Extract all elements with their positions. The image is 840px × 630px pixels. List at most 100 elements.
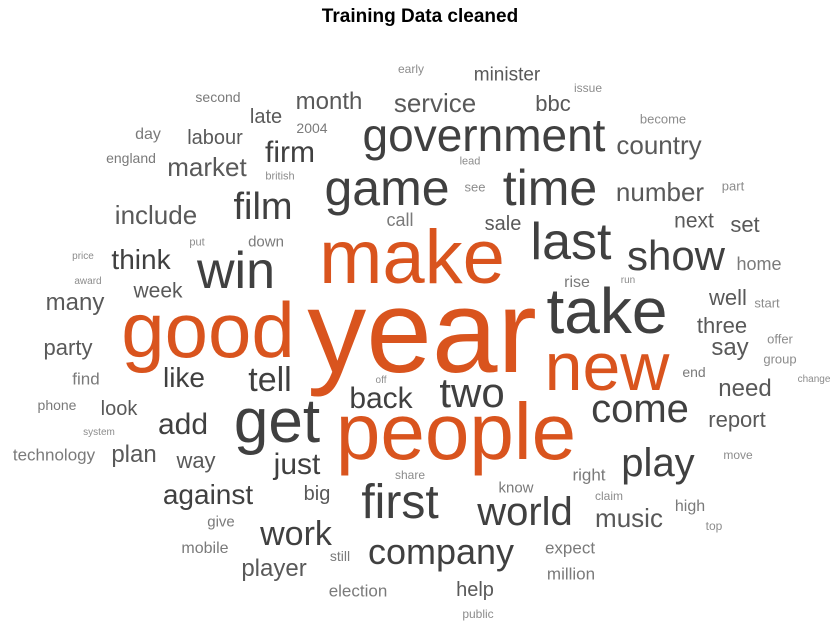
cloud-word: bbc xyxy=(535,91,571,116)
cloud-word: become xyxy=(639,111,687,127)
cloud-word: group xyxy=(763,351,797,367)
cloud-word: price xyxy=(72,251,94,262)
cloud-word: people xyxy=(335,387,577,476)
cloud-word: late xyxy=(249,106,283,128)
cloud-word: call xyxy=(386,210,414,230)
cloud-word: come xyxy=(591,387,689,431)
cloud-word: rise xyxy=(564,274,590,291)
cloud-word: film xyxy=(233,186,293,228)
cloud-word: second xyxy=(195,89,241,105)
cloud-word: work xyxy=(260,515,332,553)
cloud-word: against xyxy=(162,479,254,510)
cloud-word: right xyxy=(572,465,606,485)
cloud-word: week xyxy=(133,279,183,303)
cloud-word: change xyxy=(797,374,831,385)
cloud-word: report xyxy=(708,407,766,432)
cloud-word: time xyxy=(502,160,598,216)
cloud-word: still xyxy=(329,548,351,564)
cloud-word: year xyxy=(307,266,537,398)
cloud-word: win xyxy=(196,242,276,300)
cloud-word: share xyxy=(394,468,426,482)
cloud-word: early xyxy=(397,62,425,76)
cloud-word: last xyxy=(530,213,612,271)
cloud-word: move xyxy=(723,448,753,462)
cloud-word: market xyxy=(167,152,247,182)
cloud-word: make xyxy=(319,215,505,300)
cloud-word: include xyxy=(114,200,198,230)
cloud-word: technology xyxy=(12,445,96,465)
cloud-word: sale xyxy=(484,213,522,235)
cloud-word: minister xyxy=(473,64,541,86)
cloud-word: million xyxy=(546,564,596,584)
cloud-word: country xyxy=(616,130,702,160)
cloud-word: public xyxy=(462,607,494,621)
cloud-word: see xyxy=(464,179,486,195)
cloud-word: down xyxy=(248,233,284,251)
cloud-word: say xyxy=(711,334,749,361)
cloud-word: just xyxy=(273,448,321,481)
cloud-word: look xyxy=(100,398,138,420)
cloud-word: back xyxy=(349,382,413,415)
cloud-word: know xyxy=(498,479,534,497)
cloud-word: add xyxy=(157,408,209,441)
cloud-word: issue xyxy=(573,81,603,95)
cloud-word: game xyxy=(324,160,450,216)
cloud-word: home xyxy=(736,254,782,274)
cloud-word: like xyxy=(162,362,206,393)
cloud-word: good xyxy=(121,286,295,374)
cloud-word: three xyxy=(696,313,748,338)
cloud-word: put xyxy=(189,236,205,249)
cloud-word: first xyxy=(361,476,439,529)
cloud-word: british xyxy=(265,170,295,183)
cloud-word: offer xyxy=(767,331,793,347)
cloud-word: player xyxy=(241,555,307,582)
cloud-word: get xyxy=(233,387,321,456)
cloud-word: number xyxy=(615,177,705,207)
cloud-word: top xyxy=(705,519,723,533)
cloud-word: plan xyxy=(111,441,157,468)
cloud-word: well xyxy=(709,285,747,310)
cloud-word: phone xyxy=(37,397,77,413)
cloud-word: many xyxy=(45,289,105,316)
cloud-word: next xyxy=(674,209,714,233)
cloud-word: month xyxy=(295,88,363,115)
cloud-word: government xyxy=(362,109,606,161)
cloud-word: high xyxy=(674,498,706,515)
chart-title: Training Data cleaned xyxy=(321,6,519,27)
cloud-word: off xyxy=(375,375,387,386)
cloud-word: start xyxy=(754,295,780,311)
cloud-word: take xyxy=(546,275,668,347)
cloud-word: company xyxy=(367,531,515,572)
cloud-word: system xyxy=(83,427,115,438)
cloud-word: play xyxy=(621,441,695,485)
cloud-word: 2004 xyxy=(296,120,328,136)
cloud-word: election xyxy=(328,581,388,601)
cloud-word: two xyxy=(439,369,505,416)
cloud-word: party xyxy=(43,335,93,360)
cloud-word: new xyxy=(544,329,670,405)
cloud-word: mobile xyxy=(181,540,229,557)
cloud-word: way xyxy=(176,448,216,473)
cloud-word: firm xyxy=(265,136,315,169)
cloud-word: award xyxy=(74,276,102,287)
cloud-word: tell xyxy=(248,361,292,399)
cloud-word: need xyxy=(718,375,772,402)
cloud-word: expect xyxy=(544,538,596,558)
cloud-word: england xyxy=(106,150,156,166)
cloud-word: think xyxy=(111,244,171,275)
cloud-word: claim xyxy=(594,489,624,503)
cloud-word: help xyxy=(456,579,494,601)
cloud-word: big xyxy=(303,483,331,505)
cloud-word: part xyxy=(721,178,745,194)
cloud-word: day xyxy=(135,126,161,143)
cloud-word: music xyxy=(595,503,663,533)
cloud-word: labour xyxy=(187,127,243,149)
cloud-word: end xyxy=(682,364,706,380)
cloud-word: service xyxy=(393,88,477,118)
cloud-word: show xyxy=(626,232,726,279)
cloud-word: find xyxy=(72,369,100,389)
cloud-word: lead xyxy=(459,155,481,168)
cloud-word: run xyxy=(620,275,636,286)
cloud-word: give xyxy=(207,513,235,531)
